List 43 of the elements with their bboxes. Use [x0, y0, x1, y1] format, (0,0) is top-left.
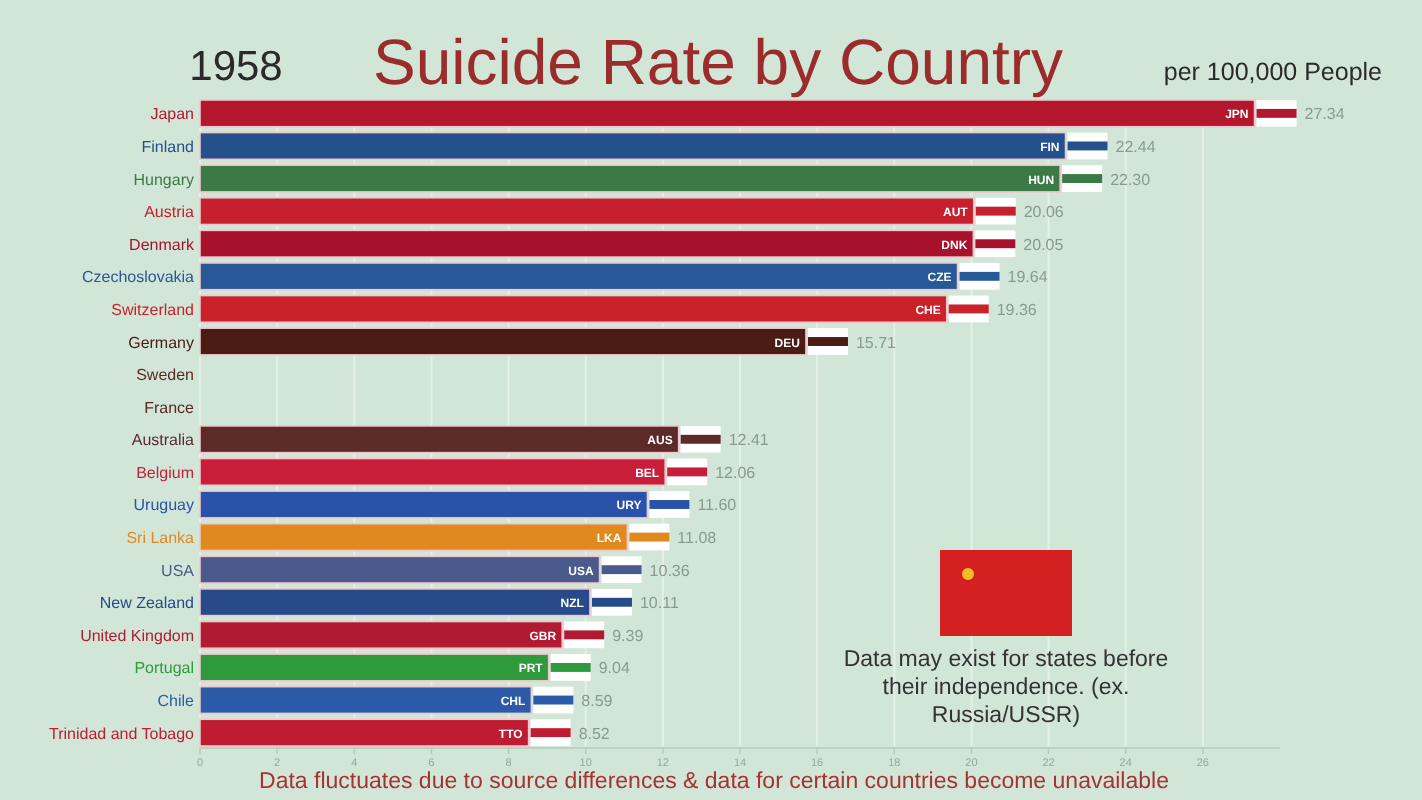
data-label: 10.11: [639, 594, 680, 613]
y-tick-label: Sri Lanka: [126, 529, 196, 548]
y-tick-label: Denmark: [129, 235, 196, 254]
y-tick-label: Austria: [144, 203, 196, 222]
data-label: 12.06: [715, 463, 757, 482]
y-tick-label: Portugal: [134, 659, 195, 678]
y-tick-label: Czechoslovakia: [81, 268, 196, 287]
data-label: 19.36: [996, 300, 1038, 319]
y-tick-label: Trinidad and Tobago: [49, 724, 196, 743]
data-label: 11.60: [697, 496, 738, 515]
text: 1958: [189, 44, 283, 90]
y-tick-label: Uruguay: [133, 496, 194, 515]
data-label: 8.59: [581, 692, 614, 711]
data-label: 15.71: [855, 333, 898, 352]
text: Data fluctuates due to source differences & data for certain countries become unavailable: [259, 770, 1169, 794]
data-label: 20.06: [1023, 203, 1065, 222]
y-tick-label: USA: [161, 561, 196, 580]
y-tick-label: France: [144, 398, 196, 417]
chart-title: Suicide Rate by Country: [372, 26, 1064, 98]
y-tick-label: Belgium: [136, 463, 195, 482]
y-tick-label: Hungary: [133, 170, 194, 189]
data-label: 22.30: [1110, 170, 1152, 189]
y-tick-label: Switzerland: [111, 300, 194, 319]
chart-subtitle: per 100,000 People: [1163, 58, 1383, 86]
data-label: 20.05: [1023, 235, 1065, 254]
annotation: Data may exist for states before their independence. (ex. Russia/USSR): [843, 648, 1169, 728]
data-label: 10.36: [649, 561, 691, 580]
y-tick-label: United Kingdom: [80, 626, 195, 645]
y-tick-label: Finland: [141, 137, 194, 156]
data-label: 19.64: [1007, 268, 1049, 287]
y-tick-label: Germany: [128, 333, 194, 352]
y-tick-label: Sweden: [136, 366, 194, 385]
y-tick-label: New Zealand: [99, 594, 194, 613]
data-label: 8.52: [578, 724, 611, 743]
y-tick-label: Japan: [150, 105, 194, 124]
data-label: 22.44: [1115, 137, 1157, 156]
y-tick-label: Australia: [131, 431, 196, 450]
data-label: 9.39: [612, 626, 645, 645]
data-label: 27.34: [1304, 105, 1346, 124]
y-tick-label: Chile: [157, 692, 196, 711]
data-label: 12.41: [728, 431, 770, 450]
data-label: 9.04: [598, 659, 631, 678]
data-label: 11.08: [677, 529, 718, 548]
